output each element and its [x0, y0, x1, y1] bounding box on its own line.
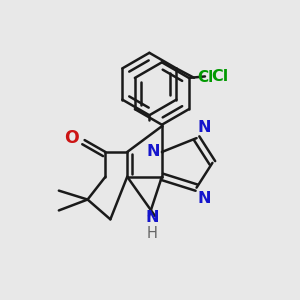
Text: N: N — [146, 144, 160, 159]
Text: N: N — [198, 119, 211, 134]
Text: O: O — [64, 129, 79, 147]
Text: Cl: Cl — [198, 70, 214, 85]
Text: H: H — [146, 226, 158, 241]
Text: N: N — [145, 210, 159, 225]
Text: Cl: Cl — [211, 69, 228, 84]
Text: N: N — [198, 191, 211, 206]
